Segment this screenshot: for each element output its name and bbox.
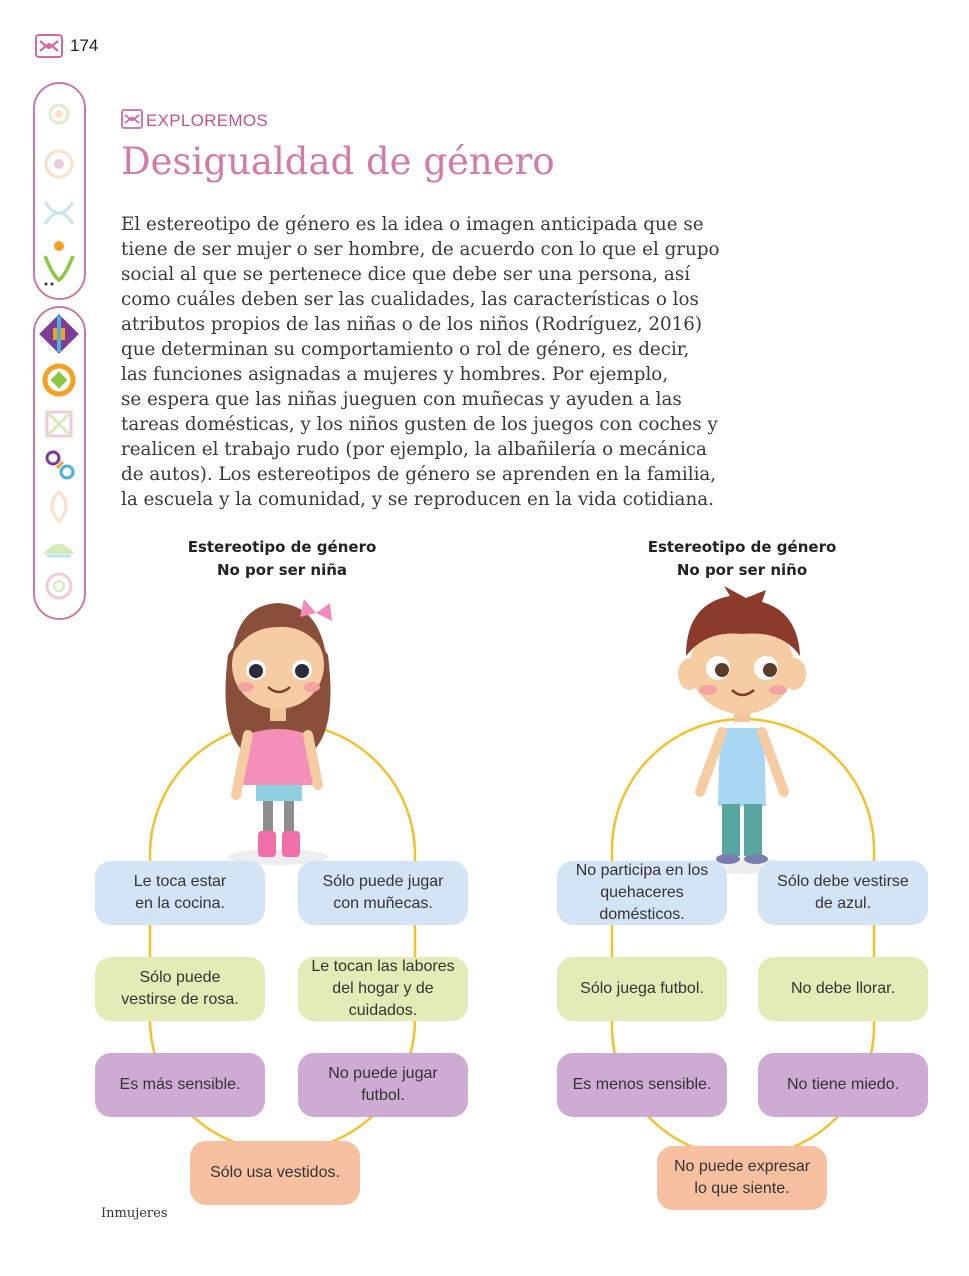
boy-heading-line1: Estereotipo de género — [647, 538, 837, 556]
axis-icon-5 — [50, 490, 68, 525]
axis-icon-7 — [45, 572, 73, 600]
page-title: Desigualdad de género — [121, 140, 555, 183]
sidebar-capsule-top — [33, 82, 86, 300]
boy-item-miedo: No tiene miedo. — [758, 1053, 928, 1117]
field-icon-2 — [44, 149, 74, 179]
header-emblem-icon — [34, 33, 64, 63]
paragraph-line: tareas domésticas, y los niños gusten de… — [121, 414, 718, 435]
boy-heading: Estereotipo de género No por ser niño — [622, 536, 862, 582]
girl-item-sensible: Es más sensible. — [95, 1053, 265, 1117]
axis-icon-2 — [42, 363, 76, 397]
boy-item-expresar: No puede expresar lo que siente. — [657, 1146, 827, 1210]
paragraph-line: tiene de ser mujer o ser hombre, de acue… — [121, 239, 720, 260]
axis-icon-4 — [45, 450, 75, 480]
girl-item-cocina: Le toca estar en la cocina. — [95, 861, 265, 925]
sidebar-capsule-bottom — [33, 306, 86, 620]
boy-item-azul: Sólo debe vestirse de azul. — [758, 861, 928, 925]
paragraph-line: la escuela y la comunidad, y se reproduc… — [121, 489, 714, 510]
page-number: 174 — [70, 36, 99, 55]
girl-illustration — [225, 599, 332, 865]
girl-item-rosa: Sólo puede vestirse de rosa. — [95, 957, 265, 1021]
boy-item-quehaceres: No participa en los quehaceres doméstico… — [557, 861, 727, 925]
axis-icon-3 — [45, 410, 73, 438]
axis-icon-1 — [39, 314, 79, 354]
girl-item-munecas: Sólo puede jugar con muñecas. — [298, 861, 468, 925]
body-paragraph: El estereotipo de género es la idea o im… — [121, 212, 721, 512]
boy-item-futbol: Sólo juega futbol. — [557, 957, 727, 1021]
paragraph-line: como cuáles deben ser las cualidades, la… — [121, 289, 699, 310]
girl-heading-line2: No por ser niña — [216, 561, 348, 579]
girl-heading-line1: Estereotipo de género — [187, 538, 377, 556]
boy-item-sensible: Es menos sensible. — [557, 1053, 727, 1117]
section-emblem-icon — [121, 109, 143, 133]
field-icon-3 — [43, 201, 75, 225]
girl-item-hogar: Le tocan las labores del hogar y de cuid… — [298, 957, 468, 1021]
boy-heading-line2: No por ser niño — [676, 561, 808, 579]
paragraph-line: El estereotipo de género es la idea o im… — [121, 214, 704, 235]
paragraph-line: las funciones asignadas a mujeres y homb… — [121, 364, 669, 385]
paragraph-line: atributos propios de las niñas o de los … — [121, 314, 702, 335]
axis-icon-6 — [43, 544, 75, 558]
field-icon-4 — [43, 241, 75, 286]
girl-heading: Estereotipo de género No por ser niña — [162, 536, 402, 582]
paragraph-line: de autos). Los estereotipos de género se… — [121, 464, 717, 485]
girl-item-futbol: No puede jugar futbol. — [298, 1053, 468, 1117]
paragraph-line: social al que se pertenece dice que debe… — [121, 264, 691, 285]
boy-item-llorar: No debe llorar. — [758, 957, 928, 1021]
boy-illustration — [678, 586, 806, 874]
girl-item-vestidos: Sólo usa vestidos. — [190, 1141, 360, 1205]
paragraph-line: se espera que las niñas jueguen con muñe… — [121, 389, 682, 410]
paragraph-line: realicen el trabajo rudo (por ejemplo, l… — [121, 439, 707, 460]
paragraph-line: que determinan su comportamiento o rol d… — [121, 339, 690, 360]
section-label: EXPLOREMOS — [146, 111, 269, 130]
source-credit: Inmujeres — [101, 1206, 168, 1221]
field-icon-1 — [48, 103, 70, 125]
